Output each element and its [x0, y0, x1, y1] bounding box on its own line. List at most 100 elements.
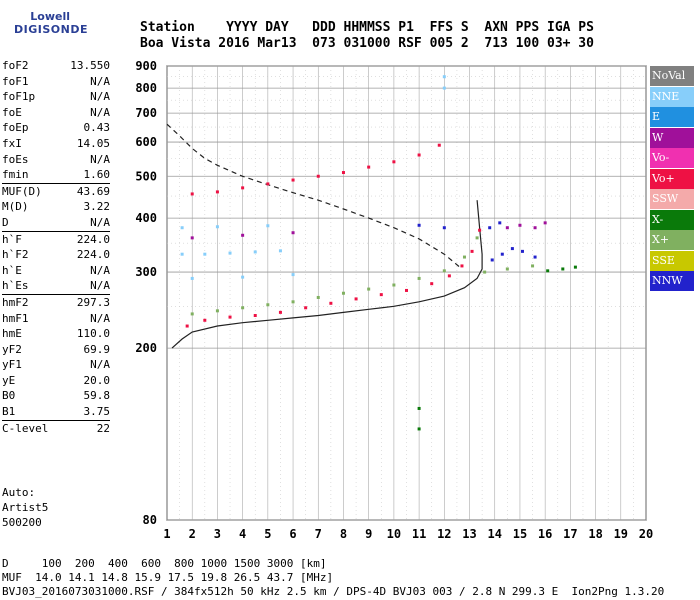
echo-point-x-	[442, 269, 446, 273]
param-name: hmE	[2, 327, 22, 341]
x-tick-label: 18	[588, 527, 602, 541]
y-tick-label: 400	[135, 211, 157, 225]
echo-point-nnw	[490, 258, 494, 262]
x-tick-label: 8	[340, 527, 347, 541]
param-name: h`F	[2, 232, 22, 246]
x-tick-label: 19	[614, 527, 628, 541]
x-tick-label: 2	[189, 527, 196, 541]
footer-file-info: BVJ03_2016073031000.RSF / 384fx512h 50 k…	[2, 585, 665, 598]
legend-item-e: E	[650, 107, 694, 127]
param-row: yE 20.0	[2, 373, 110, 389]
x-tick-label: 10	[387, 527, 401, 541]
param-row: B1 3.75	[2, 404, 110, 420]
param-name: M(D)	[2, 200, 29, 214]
echo-point-x-	[392, 283, 396, 287]
param-row: foE N/A	[2, 105, 110, 121]
legend-item-noval: NoVal	[650, 66, 694, 86]
echo-point-x-	[266, 303, 270, 307]
param-row: B0 59.8	[2, 388, 110, 404]
echo-point-nne	[215, 225, 219, 229]
autoscaling-info: Auto: Artist5 500200	[2, 485, 48, 530]
param-name: D	[2, 215, 9, 229]
param-name: fxI	[2, 136, 22, 150]
param-name: B1	[2, 405, 16, 419]
echo-point-nne	[291, 273, 295, 277]
legend-item-nne: NNE	[650, 86, 694, 107]
echo-point-nne	[442, 75, 446, 79]
echo-point-x-	[291, 300, 295, 304]
echo-point-vo-	[341, 171, 345, 175]
parameter-panel: foF2 13.550 foF1 N/A foF1p N/A foE N/A foEp 0.43 f…	[2, 58, 110, 436]
echo-point-vo-	[447, 274, 451, 278]
param-name: yF1	[2, 358, 22, 372]
echo-point-nnw	[520, 249, 524, 253]
echo-point-nne	[278, 249, 282, 253]
x-tick-label: 4	[239, 527, 246, 541]
param-value: N/A	[90, 279, 110, 293]
param-name: h`E	[2, 263, 22, 277]
footer-muf-row: MUF 14.0 14.1 14.8 15.9 17.5 19.8 26.5 4…	[2, 571, 334, 584]
param-name: h`F2	[2, 248, 29, 262]
y-tick-label: 700	[135, 106, 157, 120]
y-tick-label: 200	[135, 341, 157, 355]
echo-point-vo-	[460, 264, 464, 268]
y-tick-label: 500	[135, 169, 157, 183]
param-value: 297.3	[76, 295, 110, 309]
legend-item-ssw: SSW	[650, 189, 694, 209]
echo-point-x-	[367, 287, 371, 291]
echo-point-x-	[462, 255, 466, 259]
param-name: B0	[2, 389, 16, 403]
param-value: 224.0	[76, 248, 110, 262]
param-value: 20.0	[83, 373, 111, 387]
y-tick-label: 900	[135, 59, 157, 73]
param-value: N/A	[90, 105, 110, 119]
lowell-digisonde-logo: Lowell DIGISONDE	[6, 10, 87, 44]
echo-point-vo-	[367, 165, 371, 169]
auto-version: 500200	[2, 516, 42, 529]
logo-top-text: Lowell	[30, 10, 70, 23]
param-row: hmF2 297.3	[2, 295, 110, 311]
param-row: h`E N/A	[2, 263, 110, 279]
x-tick-label: 9	[365, 527, 372, 541]
param-value: N/A	[90, 358, 110, 372]
legend-item-x-: X+	[650, 230, 694, 250]
param-value: 14.05	[76, 136, 110, 150]
echo-point-nne	[180, 226, 184, 230]
echo-point-vo-	[417, 153, 421, 157]
logo-bottom-text: DIGISONDE	[14, 23, 88, 36]
legend-item-w: W	[650, 127, 694, 148]
param-name: hmF1	[2, 311, 29, 325]
legend: NoVal NNE E W Vo- Vo+ SSW X- X+ SSE NNW	[650, 66, 694, 292]
echo-point-nne	[253, 250, 257, 254]
param-value: 0.43	[83, 121, 111, 135]
param-separator	[2, 230, 110, 232]
param-row: hmF1 N/A	[2, 311, 110, 327]
echo-point-nne	[180, 252, 184, 256]
echo-point-vo-	[405, 288, 408, 292]
x-tick-label: 1	[163, 527, 170, 541]
param-name: foE	[2, 105, 22, 119]
auto-program: Artist5	[2, 501, 49, 514]
echo-point-x-	[561, 267, 565, 271]
param-row: foF1p N/A	[2, 89, 110, 105]
echo-point-nnw	[510, 247, 514, 251]
echo-point-nne	[241, 275, 245, 279]
param-separator	[2, 182, 110, 184]
param-name: hmF2	[2, 295, 29, 309]
echo-point-nne	[190, 276, 194, 280]
profile-curve	[171, 200, 483, 349]
echo-point-vo-	[190, 192, 194, 196]
echo-point-vo-	[379, 293, 383, 297]
param-value: 3.22	[83, 200, 111, 214]
param-name: h`Es	[2, 279, 29, 293]
x-tick-label: 6	[289, 527, 296, 541]
echo-point-vo-	[266, 182, 270, 186]
x-tick-label: 13	[462, 527, 476, 541]
echo-point-x-	[190, 312, 194, 316]
param-row: h`Es N/A	[2, 278, 110, 294]
echo-point-vo-	[392, 160, 396, 164]
echo-point-nnw	[488, 226, 492, 230]
echo-point-vo-	[241, 186, 245, 190]
echo-point-x-	[417, 406, 421, 410]
